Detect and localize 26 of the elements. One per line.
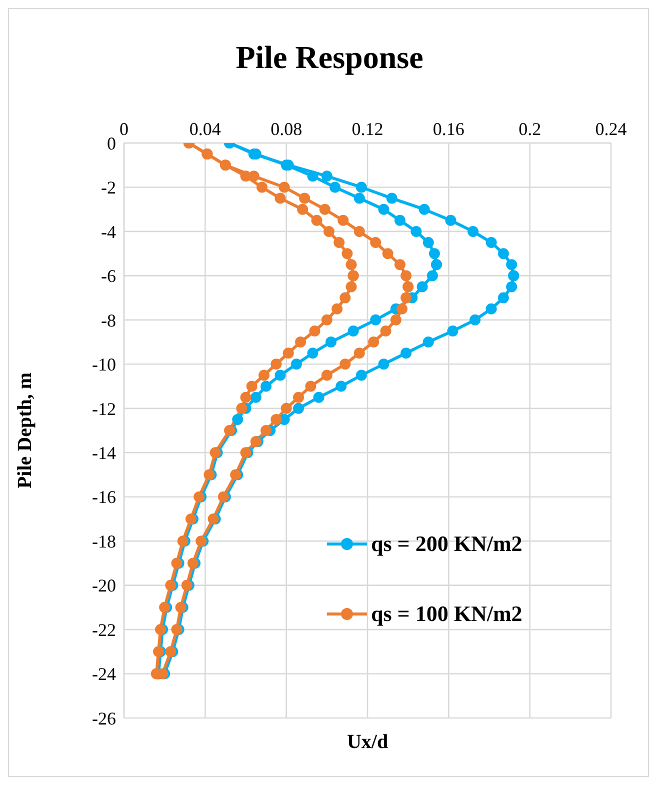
x-tick-label: 0.08 [270, 119, 302, 139]
y-tick-label: -8 [101, 310, 116, 330]
y-tick-label: -12 [92, 398, 116, 419]
y-tick-label: -20 [92, 576, 116, 596]
y-tick-label: -24 [92, 664, 116, 684]
y-tick-label: -2 [101, 178, 116, 198]
y-tick-label: -26 [92, 708, 116, 728]
y-tick-label: -4 [101, 222, 116, 242]
x-tick-label: 0.2 [518, 119, 542, 139]
y-tick-label: -6 [101, 266, 116, 286]
x-tick-label: 0.04 [189, 119, 221, 139]
chart-title: Pile Response [234, 39, 424, 76]
y-tick-label: -18 [92, 531, 116, 552]
x-tick-label: 0.16 [432, 119, 464, 139]
y-tick-label: -14 [92, 443, 116, 464]
y-tick-label: 0 [107, 133, 116, 154]
x-axis-title: Ux/d [346, 731, 390, 754]
legend-label: qs = 100 KN/m2 [371, 601, 522, 627]
y-axis-title: Pile Depth, m [14, 372, 36, 489]
y-tick-label: -22 [92, 620, 116, 640]
x-tick-label: 0.12 [352, 119, 384, 139]
legend-label: qs = 200 KN/m2 [371, 531, 522, 557]
x-tick-label: 0.24 [595, 119, 627, 139]
y-tick-label: -10 [92, 354, 116, 375]
x-tick-label: 0 [120, 119, 128, 139]
y-tick-label: -16 [92, 487, 116, 508]
